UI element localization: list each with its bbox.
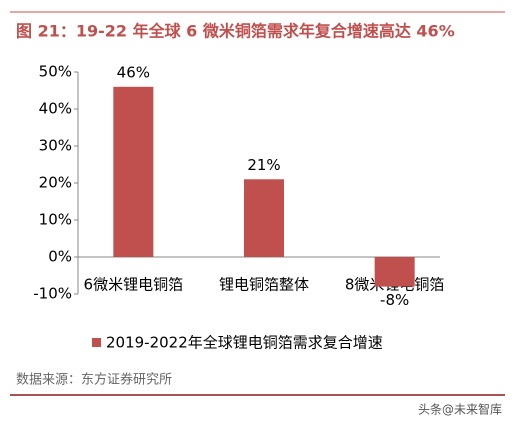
legend-label: 2019-2022年全球锂电铜箔需求复合增速 — [106, 334, 383, 352]
watermark: 头条@未来智库 — [418, 402, 502, 417]
value-label: 21% — [247, 156, 280, 174]
y-tick-label: 50% — [39, 63, 72, 81]
y-tick-label: 30% — [39, 137, 72, 155]
bar — [244, 179, 284, 257]
bar — [374, 257, 415, 287]
y-tick-label: -10% — [33, 285, 72, 303]
source: 数据来源：东方证券研究所 — [16, 372, 172, 388]
y-tick-label: 40% — [39, 100, 72, 118]
bar — [113, 86, 154, 257]
x-tick-label: 锂电铜箔整体 — [219, 276, 309, 294]
y-tick-label: 0% — [48, 248, 72, 266]
y-tick-label: 10% — [39, 211, 72, 229]
value-label: 46% — [117, 63, 150, 81]
legend-swatch — [92, 338, 101, 347]
x-tick-label: 6微米锂电铜箔 — [84, 276, 184, 294]
y-tick-label: 20% — [39, 174, 72, 192]
chart-title: 图 21：19-22 年全球 6 微米铜箔需求年复合增速高达 46% — [16, 22, 455, 41]
value-label: -8% — [380, 291, 409, 309]
